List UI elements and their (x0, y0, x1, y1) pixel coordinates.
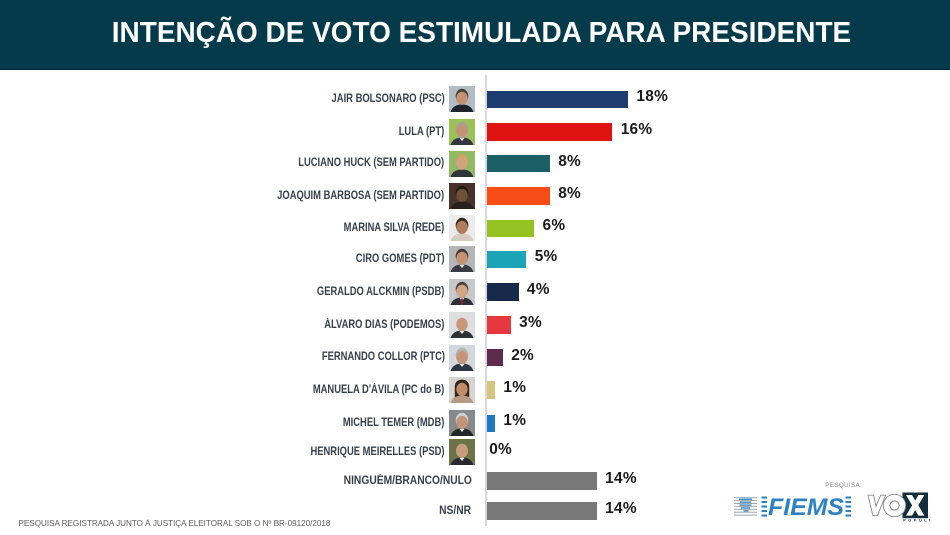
svg-text:FIEMS: FIEMS (768, 494, 844, 520)
svg-text:POPULI: POPULI (903, 518, 932, 523)
